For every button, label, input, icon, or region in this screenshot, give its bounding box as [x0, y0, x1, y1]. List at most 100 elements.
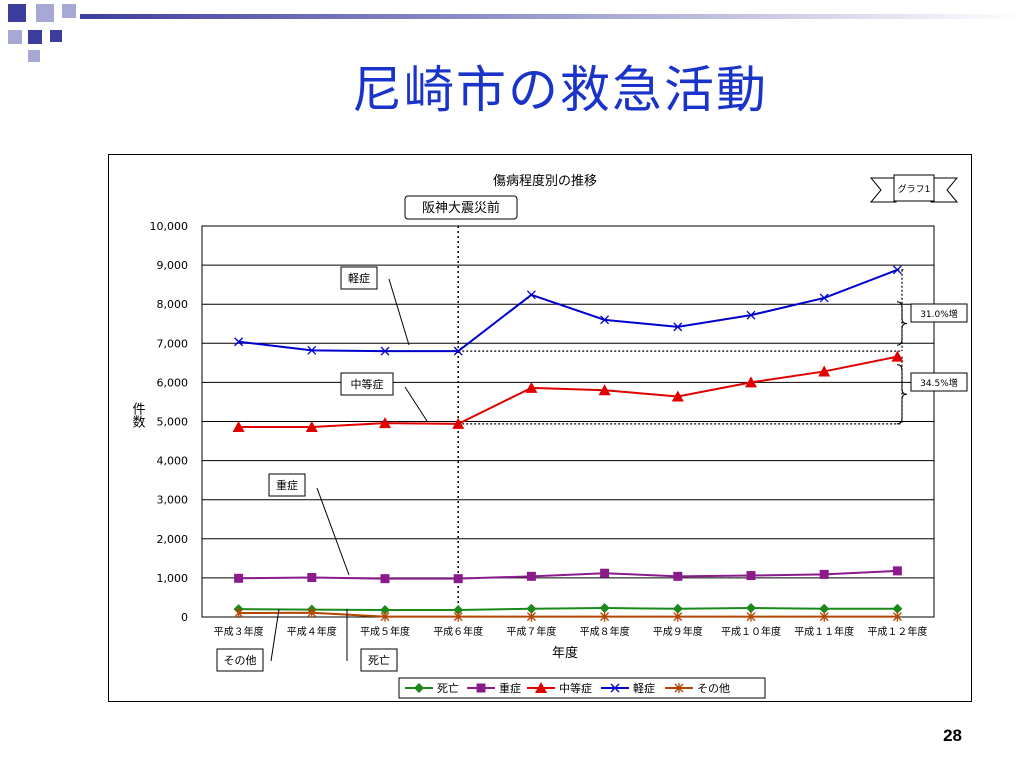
- increase-mild-text: 31.0%増: [920, 308, 958, 320]
- deco-square: [8, 30, 22, 44]
- diamond-marker: [746, 603, 756, 614]
- legend-label: その他: [697, 682, 730, 695]
- line-chart: 傷病程度別の推移 グラフ1 0 1,000 2,000 3,000 4,000 5,000…: [130, 173, 968, 699]
- leader-severe: [316, 487, 350, 576]
- square-marker: [234, 573, 244, 583]
- triangle-marker: [535, 682, 547, 693]
- y-axis-ticks: 0 1,000 2,000 3,000 4,000 5,000 6,000 7,000 8,00…: [150, 220, 189, 624]
- legend-label: 死亡: [437, 681, 459, 695]
- y-axis-label: 件数: [130, 402, 146, 428]
- triangle-marker: [452, 417, 465, 429]
- moderate-brace: [896, 364, 908, 425]
- earthquake-label-box: [404, 195, 518, 220]
- triangle-marker: [671, 390, 684, 402]
- x-marker: [600, 315, 610, 325]
- x-axis-label: 年度: [552, 645, 578, 661]
- label-death-text: 死亡: [368, 653, 390, 667]
- series-triangle: [232, 350, 904, 432]
- x-marker: [610, 683, 620, 693]
- y-tick-label: 9,000: [157, 259, 189, 272]
- series-diamond: [233, 603, 903, 615]
- deco-square: [50, 30, 62, 42]
- y-tick-label: 0: [181, 611, 188, 624]
- label-mild-box: [340, 266, 378, 290]
- triangle-marker: [305, 420, 318, 432]
- label-severe-box: [268, 473, 306, 497]
- square-marker: [746, 571, 756, 581]
- label-moderate-box: [340, 372, 394, 396]
- graph-badge: グラフ1: [869, 174, 959, 203]
- series-layer: [232, 265, 904, 622]
- square-marker: [453, 574, 463, 584]
- x-tick-label: 平成７年度: [506, 625, 556, 638]
- x-tick-label: 平成６年度: [433, 625, 483, 638]
- square-marker: [380, 574, 390, 584]
- badge-box: [893, 174, 935, 202]
- label-severe-text: 重症: [276, 478, 298, 492]
- gridlines: [202, 264, 934, 579]
- legend-box: [398, 677, 766, 699]
- x-marker: [746, 310, 756, 320]
- y-tick-label: 1,000: [157, 572, 189, 585]
- chart-title: 傷病程度別の推移: [493, 173, 597, 189]
- triangle-marker: [598, 384, 611, 396]
- increase-mild-box: [910, 303, 968, 323]
- x-tick-label: 平成９年度: [653, 625, 703, 638]
- series-line: [238, 611, 898, 618]
- legend-label: 重症: [499, 681, 521, 695]
- leader-other: [270, 608, 280, 662]
- leader-moderate: [404, 386, 428, 422]
- y-tick-label: 2,000: [157, 533, 189, 546]
- triangle-marker: [525, 381, 538, 393]
- y-tick-label: 4,000: [157, 455, 189, 468]
- leader-mild: [388, 278, 410, 346]
- diamond-marker: [892, 603, 903, 614]
- increase-moderate-box: [910, 372, 968, 392]
- earthquake-label-text: 阪神大震災前: [422, 200, 500, 216]
- square-marker: [892, 566, 902, 576]
- x-marker: [307, 345, 317, 355]
- diamond-marker: [526, 603, 537, 614]
- legend-label: 中等症: [559, 681, 592, 695]
- y-tick-label: 6,000: [157, 376, 189, 389]
- square-marker: [526, 571, 536, 581]
- label-death-box: [360, 648, 398, 672]
- series-line: [238, 268, 898, 353]
- x-tick-label: 平成５年度: [360, 625, 410, 638]
- x-marker: [526, 290, 536, 300]
- diamond-marker: [599, 603, 610, 614]
- x-marker: [892, 265, 902, 275]
- square-marker: [476, 683, 486, 693]
- diamond-marker: [672, 603, 683, 614]
- square-marker: [600, 568, 610, 578]
- series-square: [234, 566, 902, 584]
- x-marker: [819, 293, 829, 303]
- series-line: [238, 607, 898, 611]
- badge-label: グラフ1: [898, 183, 931, 195]
- x-marker: [453, 346, 463, 356]
- triangle-marker: [745, 376, 757, 388]
- page-number: 28: [943, 726, 962, 745]
- label-mild-text: 軽症: [348, 271, 370, 285]
- diamond-marker: [380, 604, 390, 615]
- x-tick-label: 平成８年度: [580, 625, 630, 638]
- chart-frame: 傷病程度別の推移 グラフ1 0 1,000 2,000 3,000 4,000 5,000…: [108, 154, 972, 702]
- increase-moderate-text: 34.5%増: [920, 377, 958, 389]
- square-marker: [819, 569, 829, 579]
- series-x: [234, 265, 902, 356]
- legend: 死亡 重症 中等症 軽症 その他: [398, 677, 766, 699]
- y-tick-label: 5,000: [157, 416, 189, 429]
- series-star: [234, 607, 902, 622]
- y-tick-label: 8,000: [157, 298, 189, 311]
- deco-square: [28, 30, 42, 44]
- series-line: [238, 569, 898, 580]
- x-marker: [380, 346, 390, 356]
- deco-square: [28, 50, 40, 62]
- badge-ribbon-right: [930, 177, 959, 203]
- triangle-marker: [379, 417, 391, 429]
- series-line: [238, 355, 898, 428]
- mild-brace: [896, 301, 908, 346]
- triangle-marker: [232, 420, 245, 432]
- square-marker: [307, 573, 317, 583]
